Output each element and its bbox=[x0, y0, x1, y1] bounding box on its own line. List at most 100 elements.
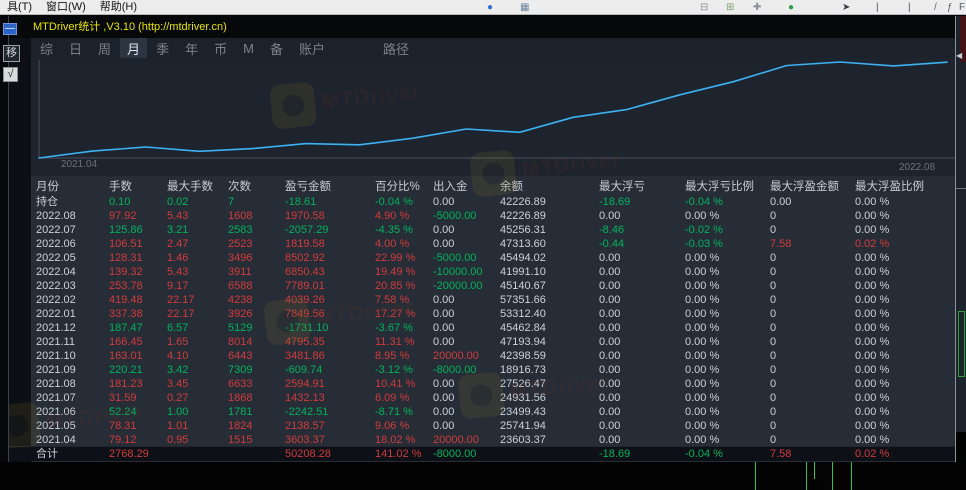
table-row[interactable]: 2021.05 78.31 1.01 1824 2138.57 9.06 % 0.00 257… bbox=[31, 419, 955, 433]
tab-备[interactable]: 备 bbox=[269, 41, 283, 57]
table-cell: 419.48 bbox=[109, 294, 143, 306]
table-cell: 0.00 bbox=[599, 434, 621, 446]
table-cell: 7849.56 bbox=[285, 308, 325, 320]
table-row[interactable]: 2021.06 52.24 1.00 1781 -2242.51 -8.71 % 0.00 2… bbox=[31, 405, 955, 419]
menu-item[interactable]: 具(T) bbox=[7, 1, 33, 13]
table-cell: 0.95 bbox=[167, 434, 189, 446]
table-row[interactable]: 2022.06 106.51 2.47 2523 1819.58 4.00 % 0.00 47… bbox=[31, 237, 955, 251]
table-row[interactable]: 2022.04 139.32 5.43 3911 6850.43 19.49 % -1000… bbox=[31, 265, 955, 279]
table-cell: 42226.89 bbox=[500, 196, 546, 208]
column-header[interactable]: 手数 bbox=[109, 181, 132, 193]
table-cell: 0.00 % bbox=[855, 434, 890, 446]
tile-windows-icon[interactable]: ⊟ bbox=[700, 2, 709, 13]
table-cell: 0.02 bbox=[167, 196, 189, 208]
tab-日[interactable]: 日 bbox=[69, 41, 83, 57]
new-order-plus-icon[interactable]: ✚ bbox=[753, 2, 762, 13]
table-row[interactable]: 2022.01 337.38 22.17 3926 7849.56 17.27 % 0.00… bbox=[31, 307, 955, 321]
green-bracket-marker bbox=[958, 311, 965, 377]
confirm-button[interactable]: √ bbox=[3, 67, 18, 82]
table-cell: 20000.00 bbox=[433, 350, 479, 362]
price-marker-icon: ◀ bbox=[956, 51, 963, 60]
tab-综[interactable]: 综 bbox=[40, 41, 54, 57]
table-row[interactable]: 2022.08 97.92 5.43 1608 1970.58 4.90 % -5000.0… bbox=[31, 209, 955, 223]
tab-路径[interactable]: 路径 bbox=[382, 41, 409, 57]
total-cell: 合计 bbox=[36, 448, 58, 460]
tab-M[interactable]: M bbox=[243, 40, 254, 56]
table-cell: 52.24 bbox=[109, 406, 137, 418]
column-header[interactable]: 最大浮盈金额 bbox=[770, 181, 839, 193]
table-cell: 23499.43 bbox=[500, 406, 546, 418]
trendline-icon[interactable]: / bbox=[934, 2, 937, 13]
column-header[interactable]: 最大浮盈比例 bbox=[855, 181, 924, 193]
table-cell: -3.12 % bbox=[375, 364, 413, 376]
table-cell: 0.27 bbox=[167, 392, 189, 404]
cursor-icon[interactable]: ➤ bbox=[842, 2, 851, 13]
table-cell: 11.31 % bbox=[375, 336, 415, 348]
crosshair-beam-icon[interactable]: | bbox=[876, 2, 879, 13]
table-row[interactable]: 2021.10 163.01 4.10 6443 3481.86 8.95 % 20000.… bbox=[31, 349, 955, 363]
tab-账户[interactable]: 账户 bbox=[298, 41, 325, 57]
menu-item[interactable]: 帮助(H) bbox=[99, 1, 138, 13]
tab-月[interactable]: 月 bbox=[120, 37, 148, 59]
table-cell: 163.01 bbox=[109, 350, 143, 362]
table-cell: 2022.05 bbox=[36, 252, 76, 264]
table-cell: -0.04 % bbox=[375, 196, 413, 208]
move-button[interactable]: 移 bbox=[3, 45, 20, 62]
autotrading-icon[interactable]: ● bbox=[788, 2, 795, 13]
table-row[interactable]: 2021.09 220.21 3.42 7309 -609.74 -3.12 % -8000… bbox=[31, 363, 955, 377]
table-row[interactable]: 2022.02 419.48 22.17 4238 4039.26 7.58 % 0.00 5… bbox=[31, 293, 955, 307]
table-cell: 4.10 bbox=[167, 350, 189, 362]
table-row[interactable]: 2021.12 187.47 6.57 5129 -1731.10 -3.67 % 0.00… bbox=[31, 321, 955, 335]
column-header[interactable]: 余额 bbox=[500, 181, 523, 193]
table-cell: 6850.43 bbox=[285, 266, 325, 278]
total-cell: 0.02 % bbox=[855, 448, 890, 460]
table-cell: -2242.51 bbox=[285, 406, 329, 418]
column-header[interactable]: 月份 bbox=[36, 181, 59, 193]
text-label-icon[interactable]: F bbox=[959, 2, 966, 13]
table-cell: 47193.94 bbox=[500, 336, 546, 348]
table-cell: 0.00 % bbox=[855, 294, 890, 306]
column-header[interactable]: 最大浮亏 bbox=[599, 181, 645, 193]
column-header[interactable]: 百分比% bbox=[375, 181, 420, 193]
table-cell: 2021.06 bbox=[36, 406, 76, 418]
tab-周[interactable]: 周 bbox=[98, 41, 112, 57]
bar-chart-icon[interactable]: ▦ bbox=[520, 2, 530, 13]
table-row[interactable]: 2022.03 253.78 9.17 6588 7789.01 20.85 % -2000… bbox=[31, 279, 955, 293]
table-cell: 0.00 bbox=[433, 392, 455, 404]
collapse-button[interactable]: — bbox=[3, 23, 17, 35]
table-cell: 0 bbox=[770, 210, 777, 222]
table-row[interactable]: 2021.08 181.23 3.45 6633 2594.91 10.41 % 0.00 2… bbox=[31, 377, 955, 391]
table-cell: -3.67 % bbox=[375, 322, 413, 334]
table-row[interactable]: 2022.05 128.31 1.46 3496 8502.92 22.99 % -5000… bbox=[31, 251, 955, 265]
table-cell: -1731.10 bbox=[285, 322, 329, 334]
table-cell: 78.31 bbox=[109, 420, 137, 432]
table-cell: 0.00 % bbox=[855, 266, 890, 278]
indicators-sphere-icon[interactable]: ● bbox=[487, 2, 494, 13]
table-row[interactable]: 2021.04 79.12 0.95 1515 3603.37 18.02 % 20000.… bbox=[31, 433, 955, 447]
cascade-windows-icon[interactable]: ⊞ bbox=[726, 2, 735, 13]
table-row[interactable]: 2022.07 125.86 3.21 2583 -2057.29 -4.35 % 0.00… bbox=[31, 223, 955, 237]
column-header[interactable]: 出入金 bbox=[433, 181, 468, 193]
table-row[interactable]: 2021.07 31.59 0.27 1868 1432.13 6.09 % 0.00 249… bbox=[31, 391, 955, 405]
menu-item[interactable]: 窗口(W) bbox=[46, 1, 86, 13]
tab-币[interactable]: 币 bbox=[214, 41, 228, 57]
table-row[interactable]: 持仓 0.10 0.02 7 -18.61 -0.04 % 0.00 42226.89 -18.… bbox=[31, 195, 955, 209]
tab-季[interactable]: 季 bbox=[156, 41, 170, 57]
column-header[interactable]: 盈亏金额 bbox=[285, 181, 331, 193]
fibonacci-icon[interactable]: ƒ bbox=[947, 2, 953, 13]
table-cell: 106.51 bbox=[109, 238, 143, 250]
column-header[interactable]: 次数 bbox=[228, 181, 251, 193]
table-cell: 1970.58 bbox=[285, 210, 325, 222]
table-cell: 20000.00 bbox=[433, 434, 479, 446]
table-row[interactable]: 2021.11 166.45 1.65 8014 4795.35 11.31 % 0.00 4… bbox=[31, 335, 955, 349]
table-cell: 41991.10 bbox=[500, 266, 546, 278]
bottom-chart-sliver bbox=[0, 462, 966, 490]
table-cell: 0 bbox=[770, 378, 777, 390]
table-cell: 7.58 bbox=[770, 238, 792, 250]
tab-年[interactable]: 年 bbox=[185, 41, 199, 57]
vertical-line-icon[interactable]: | bbox=[908, 2, 911, 13]
table-cell: 2021.12 bbox=[36, 322, 76, 334]
column-header[interactable]: 最大手数 bbox=[167, 181, 213, 193]
column-header[interactable]: 最大浮亏比例 bbox=[685, 181, 754, 193]
table-cell: 0.00 % bbox=[685, 364, 720, 376]
